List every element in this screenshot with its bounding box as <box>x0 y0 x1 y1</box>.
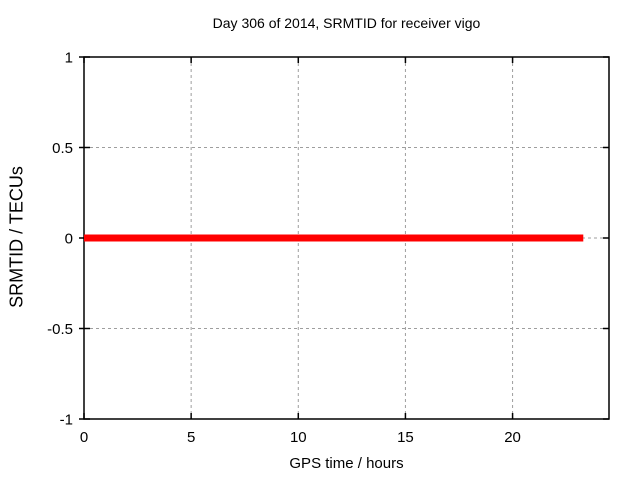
x-tick-label: 15 <box>397 429 414 446</box>
x-tick-label: 20 <box>504 429 521 446</box>
x-axis-title: GPS time / hours <box>289 455 404 472</box>
y-tick-label: -1 <box>60 412 73 429</box>
x-tick-label: 10 <box>290 429 307 446</box>
chart-title: Day 306 of 2014, SRMTID for receiver vig… <box>212 15 481 31</box>
x-tick-label: 0 <box>80 429 88 446</box>
x-tick-label: 5 <box>187 429 195 446</box>
y-tick-label: 0 <box>65 231 73 248</box>
y-tick-label: 1 <box>65 50 73 67</box>
y-tick-label: -0.5 <box>47 321 73 338</box>
y-tick-label: 0.5 <box>52 140 73 157</box>
